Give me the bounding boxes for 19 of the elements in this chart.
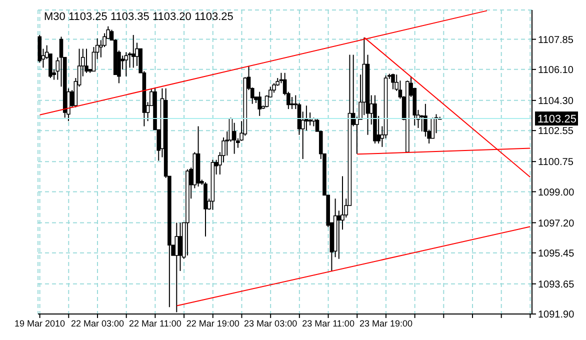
x-tick-label: 23 Mar 11:00 — [302, 318, 354, 328]
x-tick-label: 23 Mar 03:00 — [244, 318, 298, 328]
y-tick-label: 1107.85 — [538, 34, 574, 46]
chart-title: M30 1103.25 1103.35 1103.20 1103.25 — [44, 11, 234, 23]
y-tick-label: 1093.65 — [538, 279, 575, 290]
y-tick-label: 1095.45 — [538, 248, 575, 260]
ref-line-label: 1103.25 — [538, 114, 576, 126]
y-tick-label: 1104.30 — [538, 96, 574, 107]
y-tick-label: 1099.00 — [538, 187, 575, 198]
x-tick-label: 22 Mar 03:00 — [70, 318, 124, 328]
y-tick-label: 1102.55 — [538, 126, 574, 138]
x-tick-label: 22 Mar 11:00 — [129, 318, 182, 328]
x-tick-label: 19 Mar 2010 — [14, 318, 66, 328]
x-tick-label: 22 Mar 19:00 — [186, 318, 240, 328]
y-tick-label: 1091.90 — [538, 310, 575, 321]
y-tick-label: 1097.20 — [538, 218, 575, 230]
y-tick-label: 1106.10 — [538, 64, 574, 76]
y-tick-label: 1100.75 — [538, 157, 574, 168]
x-tick-label: 23 Mar 19:00 — [359, 318, 412, 328]
